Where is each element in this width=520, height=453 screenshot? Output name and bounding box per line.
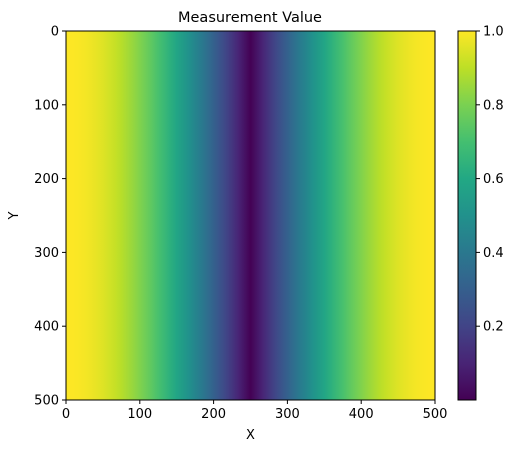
- x-tick-label: 100: [127, 407, 152, 422]
- colorbar-frame: [457, 30, 477, 401]
- y-tick-label: 0: [51, 25, 59, 40]
- x-tick-label: 400: [349, 407, 374, 422]
- colorbar-tick-label: 0.6: [483, 172, 504, 187]
- y-tick-label: 200: [34, 172, 59, 187]
- y-tick-label: 100: [34, 98, 59, 113]
- colorbar-tick-label: 0.2: [483, 320, 504, 335]
- x-tick-label: 200: [201, 407, 226, 422]
- x-axis: 0 100 200 300 400 500: [62, 400, 448, 422]
- colorbar-axis: 0.2 0.4 0.6 0.8 1.0: [476, 25, 504, 335]
- y-axis: 0 100 200 300 400 500: [34, 25, 66, 409]
- plot-frame: [65, 30, 436, 401]
- colorbar-tick-label: 0.4: [483, 246, 504, 261]
- x-tick-label: 500: [423, 407, 448, 422]
- y-tick-label: 500: [34, 394, 59, 409]
- y-tick-label: 400: [34, 320, 59, 335]
- chart-title: Measurement Value: [178, 10, 322, 26]
- y-tick-label: 300: [34, 246, 59, 261]
- y-axis-label: Y: [7, 211, 22, 220]
- heatmap-image: [66, 31, 435, 400]
- x-axis-label: X: [246, 428, 255, 443]
- colorbar-tick-label: 1.0: [483, 25, 504, 40]
- colorbar-tick-label: 0.8: [483, 98, 504, 113]
- colorbar: [458, 31, 476, 400]
- x-tick-label: 0: [62, 407, 70, 422]
- x-tick-label: 300: [275, 407, 300, 422]
